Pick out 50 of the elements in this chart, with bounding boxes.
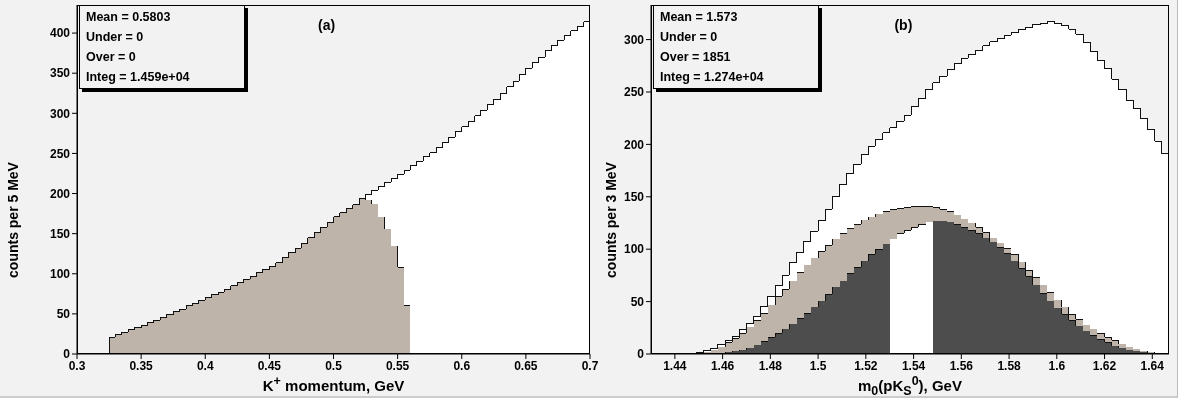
annotation: Mean = 1.573 xyxy=(660,9,739,26)
y-tick-label: 300 xyxy=(623,32,645,47)
y-tick-label: 200 xyxy=(49,186,71,201)
y-tick-label: 250 xyxy=(623,85,645,100)
y-tick-label: 0 xyxy=(637,347,645,362)
annotation: Under = 0 xyxy=(86,29,145,46)
y-tick-label: 0 xyxy=(63,347,71,362)
annotation: Over = 1851 xyxy=(660,49,732,66)
annotation: Over = 0 xyxy=(86,49,137,66)
x-tick-label: 0.3 xyxy=(68,358,86,373)
x-tick-label: 0.7 xyxy=(581,358,599,373)
y-tick-label: 50 xyxy=(630,294,645,309)
x-tick-label: 0.45 xyxy=(257,358,282,373)
x-tick-label: 1.58 xyxy=(997,358,1022,373)
y-axis-title: counts per 5 MeV xyxy=(5,161,21,278)
y-tick-label: 150 xyxy=(49,226,71,241)
y-tick-label: 250 xyxy=(49,146,71,161)
x-tick-label: 0.5 xyxy=(325,358,343,373)
x-tick-label: 0.4 xyxy=(196,358,214,373)
x-tick-label: 0.6 xyxy=(453,358,471,373)
y-tick-label: 100 xyxy=(623,242,645,257)
y-tick-label: 100 xyxy=(49,267,71,282)
x-tick-label: 1.48 xyxy=(758,358,783,373)
x-tick-label: 1.6 xyxy=(1048,358,1066,373)
text: (b) xyxy=(894,17,913,33)
annotation: Under = 0 xyxy=(660,29,719,46)
x-tick-label: 1.62 xyxy=(1092,358,1117,373)
x-tick-label: 1.46 xyxy=(710,358,735,373)
y-tick-label: 300 xyxy=(49,106,71,121)
annotation: Mean = 0.5803 xyxy=(86,9,172,26)
annotation: Integ = 1.274e+04 xyxy=(660,69,765,86)
y-tick-label: 150 xyxy=(623,190,645,205)
y-axis-title: counts per 3 MeV xyxy=(603,161,619,278)
x-axis-title: K$^{+}$ momentum, GeV xyxy=(261,374,406,394)
text: (a) xyxy=(318,17,336,33)
annotation: Integ = 1.459e+04 xyxy=(86,69,191,86)
x-axis-title: m$_{0}$(pK$_{S}$$^{0}$), GeV xyxy=(857,374,963,398)
x-tick-label: 1.54 xyxy=(901,358,926,373)
x-tick-label: 1.56 xyxy=(949,358,974,373)
y-tick-label: 50 xyxy=(56,307,71,322)
x-tick-label: 1.44 xyxy=(663,358,687,373)
y-tick-label: 400 xyxy=(49,26,71,41)
y-tick-label: 200 xyxy=(623,137,645,152)
y-tick-label: 350 xyxy=(49,66,71,81)
x-tick-label: 1.5 xyxy=(809,358,827,373)
x-tick-label: 1.52 xyxy=(854,358,878,373)
x-tick-label: 1.64 xyxy=(1140,358,1165,373)
x-tick-label: 0.35 xyxy=(129,358,154,373)
x-tick-label: 0.65 xyxy=(514,358,538,373)
x-tick-label: 0.55 xyxy=(385,358,410,373)
